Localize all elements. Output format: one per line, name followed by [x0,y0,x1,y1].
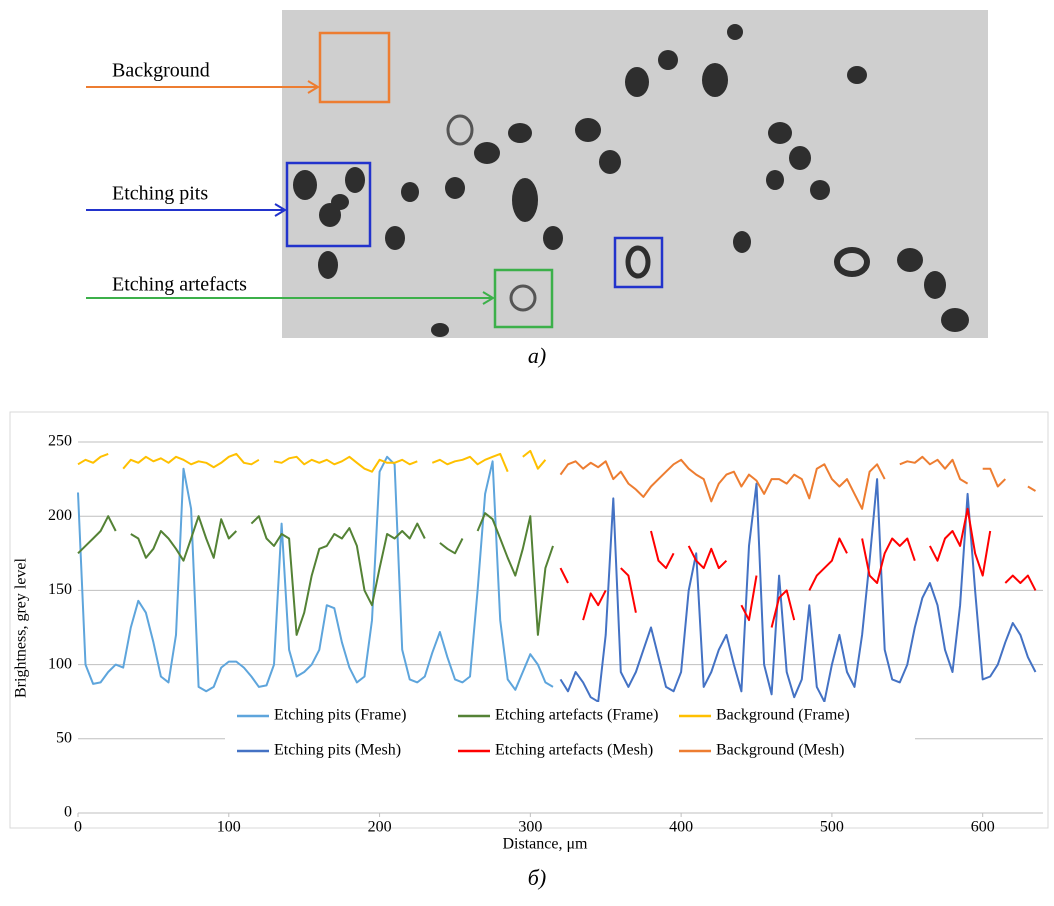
y-tick-label: 50 [56,729,72,746]
legend-label: Etching artefacts (Mesh) [495,742,653,759]
legend-background [225,702,915,766]
data-line [559,455,1037,510]
legend: Etching pits (Frame) Etching artefacts (F… [225,702,915,766]
annotation: Etching pits [112,183,208,205]
arrows [86,80,495,305]
legend-label: Background (Frame) [716,707,850,724]
pits-box [285,161,372,248]
x-tick-label: 500 [820,819,844,836]
chart: 0 50 100 150 200 250 0 100 200 300 400 500 600 Etchin… [48,433,1043,836]
y-tick-label: 150 [48,581,72,598]
data-line [77,449,547,473]
background-box [318,31,391,104]
micrograph-image [282,10,988,338]
artefacts-box [493,268,554,329]
y-tick-label: 200 [48,507,72,524]
legend-label: Etching pits (Mesh) [274,742,401,759]
x-tick-label: 400 [669,819,693,836]
caption: б) [528,865,546,890]
x-axis-label: Distance, μm [503,836,589,853]
x-tick-label: 300 [518,819,542,836]
annotation: Background [112,60,210,82]
data-line [559,478,1037,703]
data-line [77,512,554,636]
legend-label: Background (Mesh) [716,742,844,759]
caption: а) [528,343,546,368]
micrograph: Background Etching pits Etching artefact… [86,10,988,368]
y-tick-label: 250 [48,433,72,450]
y-axis-label: Brightness, grey level [13,557,30,698]
pits-box [613,236,664,289]
pits [293,24,969,337]
x-tick-label: 0 [74,819,82,836]
y-tick-label: 100 [48,655,72,672]
annotation: Etching artefacts [112,274,247,296]
legend-label: Etching artefacts (Frame) [495,707,658,724]
data-line [77,455,554,693]
x-tick-label: 100 [217,819,241,836]
data-line [559,507,1037,628]
x-tick-label: 200 [368,819,392,836]
x-tick-label: 600 [971,819,995,836]
y-tick-label: 0 [64,804,72,821]
legend-label: Etching pits (Frame) [274,707,406,724]
